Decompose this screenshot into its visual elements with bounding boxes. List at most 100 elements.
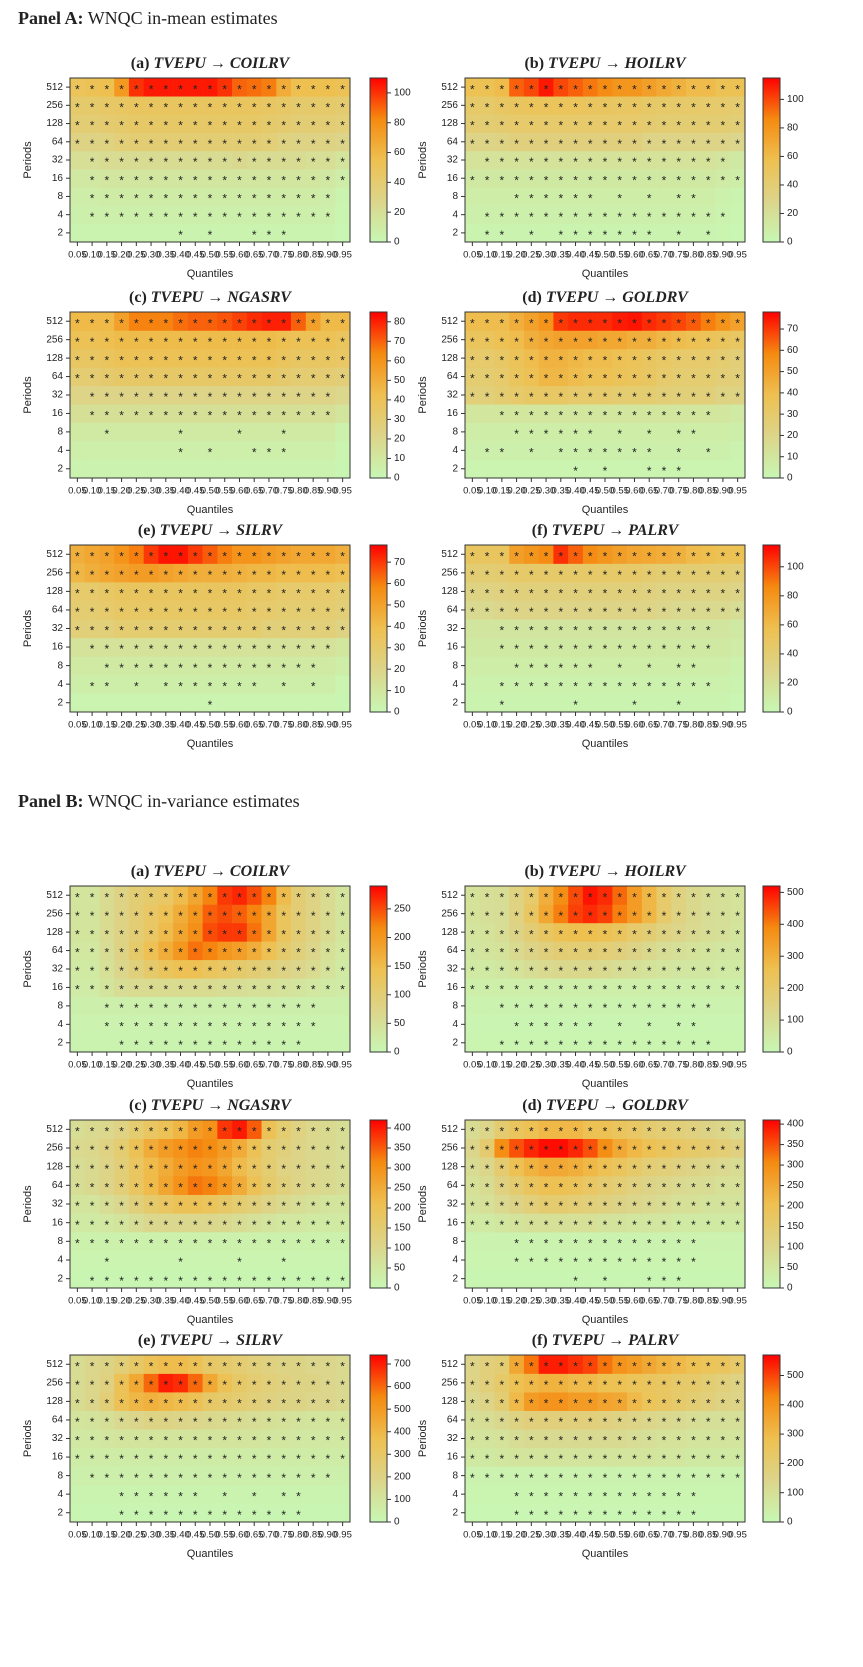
significance-star: * xyxy=(721,1125,726,1139)
significance-star: * xyxy=(311,82,316,96)
heat-cell xyxy=(99,637,115,657)
heat-cell xyxy=(479,169,495,188)
significance-star: * xyxy=(237,372,242,386)
significance-star: * xyxy=(470,119,475,133)
heat-cell xyxy=(305,422,321,442)
significance-star: * xyxy=(529,137,534,151)
significance-star: * xyxy=(617,964,622,978)
significance-star: * xyxy=(296,1125,301,1139)
heat-cell xyxy=(335,330,351,350)
significance-star: * xyxy=(311,353,316,367)
heat-cell xyxy=(70,656,86,676)
significance-star: * xyxy=(237,1274,242,1288)
significance-star: * xyxy=(632,568,637,582)
significance-star: * xyxy=(691,1434,696,1448)
significance-star: * xyxy=(603,983,608,997)
significance-star: * xyxy=(163,1452,168,1466)
significance-star: * xyxy=(311,624,316,638)
heat-cell xyxy=(715,422,731,442)
heat-cell xyxy=(597,132,613,152)
heat-cell xyxy=(261,78,277,97)
x-tick-label: 0.95 xyxy=(728,486,747,497)
significance-star: * xyxy=(267,1471,272,1485)
x-tick-label: 0.50 xyxy=(596,486,615,497)
significance-star: * xyxy=(267,335,272,349)
heat-cell xyxy=(84,545,100,564)
x-tick-label: 0.25 xyxy=(127,720,146,731)
heat-cell xyxy=(246,619,262,639)
significance-star: * xyxy=(676,1274,681,1288)
significance-star: * xyxy=(514,1125,519,1139)
significance-star: * xyxy=(470,335,475,349)
significance-star: * xyxy=(163,679,168,693)
heat-cell xyxy=(656,600,672,620)
y-tick-label: 128 xyxy=(441,118,458,129)
significance-star: * xyxy=(647,390,652,404)
heat-cell xyxy=(597,404,613,423)
significance-star: * xyxy=(163,390,168,404)
significance-star: * xyxy=(544,624,549,638)
significance-star: * xyxy=(222,568,227,582)
heat-cell xyxy=(128,545,144,564)
significance-star: * xyxy=(149,1001,154,1015)
heat-cell xyxy=(509,441,525,460)
significance-star: * xyxy=(326,983,331,997)
significance-star: * xyxy=(470,964,475,978)
heat-cell xyxy=(715,674,731,694)
heat-cell xyxy=(686,223,702,243)
colorbar-tick-label: 40 xyxy=(787,180,799,191)
x-tick-label: 0.75 xyxy=(669,486,688,497)
significance-star: * xyxy=(208,173,213,187)
significance-star: * xyxy=(588,927,593,941)
heat-cell xyxy=(612,1269,628,1289)
heat-cell xyxy=(99,187,115,206)
significance-star: * xyxy=(222,946,227,960)
heat-cell xyxy=(335,1484,351,1504)
heat-cell xyxy=(246,114,262,133)
chart-tag: (c) xyxy=(129,289,147,306)
significance-star: * xyxy=(573,228,578,242)
significance-star: * xyxy=(90,964,95,978)
significance-star: * xyxy=(617,1378,622,1392)
significance-star: * xyxy=(134,927,139,941)
significance-star: * xyxy=(340,1237,345,1251)
significance-star: * xyxy=(485,946,490,960)
significance-star: * xyxy=(163,155,168,169)
significance-star: * xyxy=(632,372,637,386)
heat-cell xyxy=(84,132,100,152)
significance-star: * xyxy=(514,137,519,151)
significance-star: * xyxy=(281,228,286,242)
significance-star: * xyxy=(588,1415,593,1429)
significance-star: * xyxy=(134,192,139,206)
heat-cell xyxy=(494,385,510,405)
significance-star: * xyxy=(691,101,696,115)
heat-cell xyxy=(568,385,584,405)
significance-star: * xyxy=(311,1125,316,1139)
significance-star: * xyxy=(662,642,667,656)
heat-cell xyxy=(568,459,584,479)
significance-star: * xyxy=(514,679,519,693)
heat-cell xyxy=(479,1033,495,1053)
heat-cell xyxy=(114,441,130,460)
colorbar-tick-label: 80 xyxy=(394,117,406,128)
significance-star: * xyxy=(573,409,578,423)
significance-star: * xyxy=(163,1143,168,1157)
significance-star: * xyxy=(558,1415,563,1429)
significance-star: * xyxy=(676,587,681,601)
x-tick-label: 0.90 xyxy=(319,720,338,731)
heat-cell xyxy=(641,422,657,442)
significance-star: * xyxy=(573,353,578,367)
significance-star: * xyxy=(326,119,331,133)
significance-star: * xyxy=(662,353,667,367)
heat-cell xyxy=(686,422,702,442)
significance-star: * xyxy=(632,409,637,423)
significance-star: * xyxy=(296,1237,301,1251)
significance-star: * xyxy=(149,1489,154,1503)
heat-cell xyxy=(305,367,321,387)
y-tick-label: 16 xyxy=(447,982,459,993)
significance-star: * xyxy=(588,155,593,169)
significance-star: * xyxy=(691,927,696,941)
significance-star: * xyxy=(676,698,681,712)
significance-star: * xyxy=(529,372,534,386)
heat-cell xyxy=(509,422,525,442)
